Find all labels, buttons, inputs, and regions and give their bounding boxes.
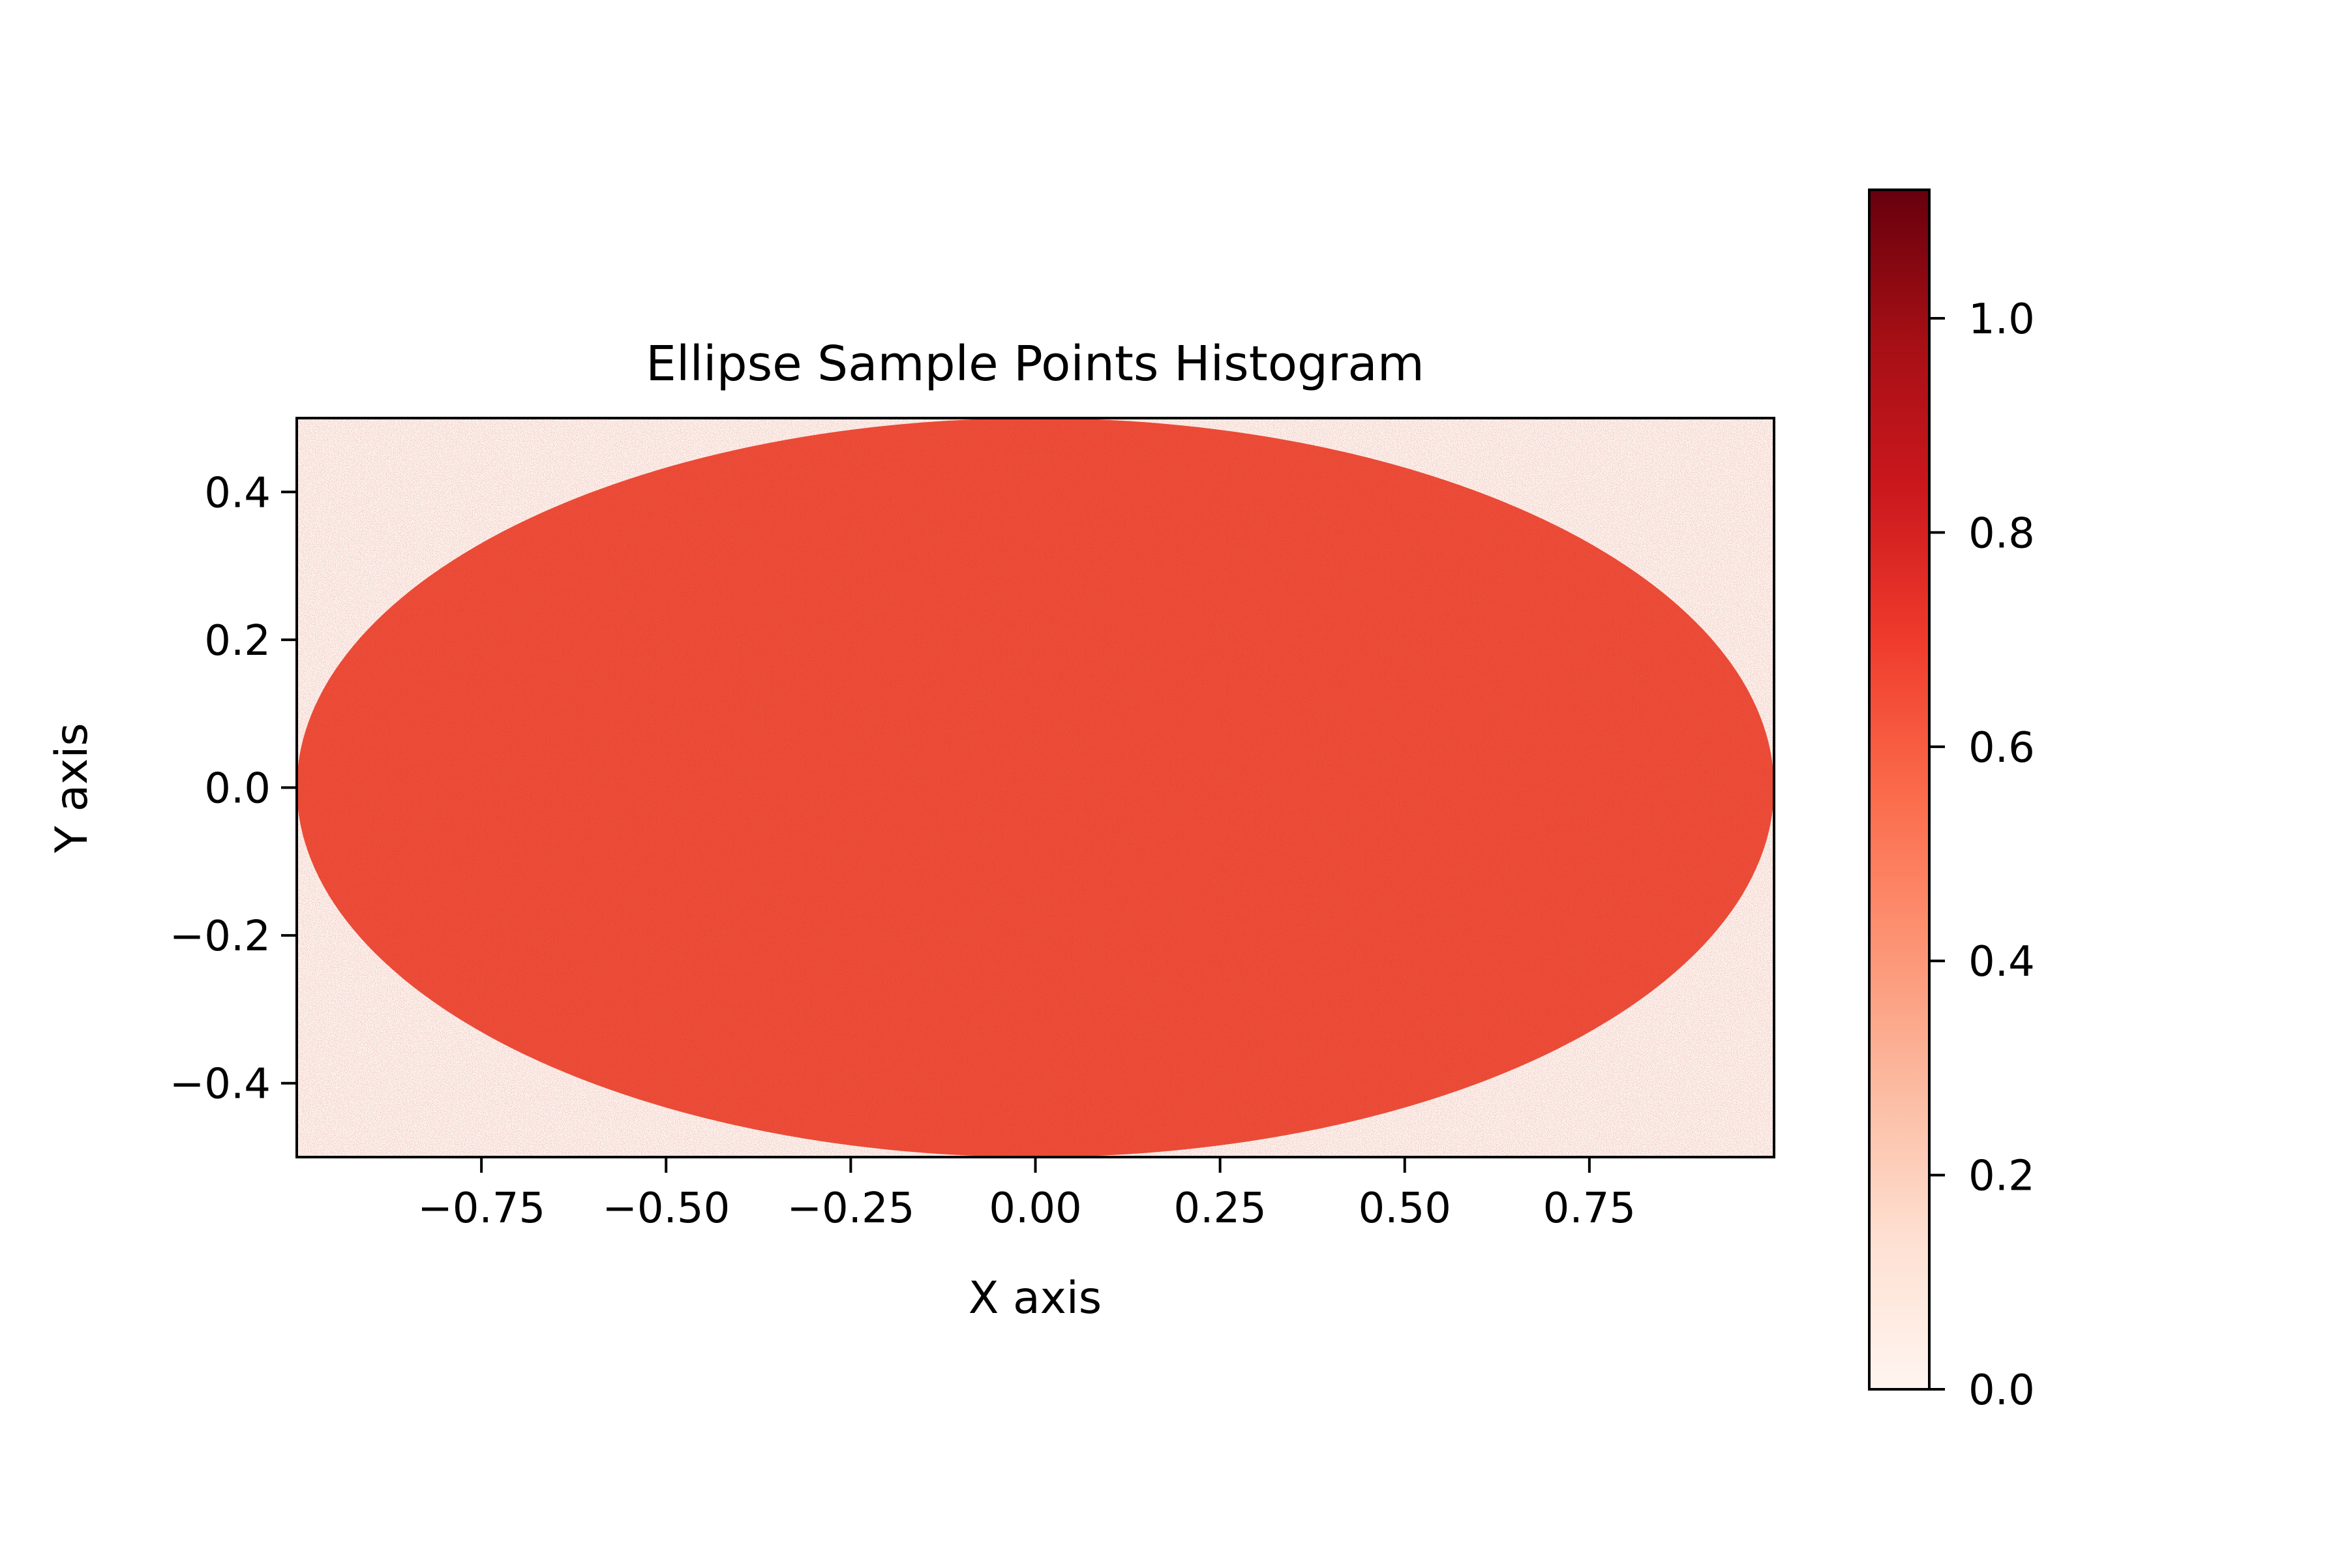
x-tick-label: 0.00: [989, 1184, 1082, 1233]
x-tick-label: 0.50: [1359, 1184, 1452, 1233]
y-tick-label: −0.2: [170, 912, 271, 961]
y-tick-label: −0.4: [170, 1061, 271, 1109]
x-axis-ticks: −0.75 −0.50 −0.25 0.00 0.25 0.50 0.75: [417, 1157, 1636, 1233]
colorbar-tick-label: 0.4: [1968, 938, 2035, 986]
y-tick-label: 0.4: [204, 469, 271, 517]
x-tick-label: −0.25: [787, 1184, 914, 1233]
colorbar-tick-label: 0.0: [1968, 1366, 2035, 1415]
colorbar-tick-label: 0.2: [1968, 1153, 2035, 1201]
plot-area: [295, 417, 1775, 1158]
chart-title: Ellipse Sample Points Histogram: [646, 336, 1424, 392]
colorbar-tick-label: 0.8: [1968, 509, 2035, 558]
colorbar-tick-label: 1.0: [1968, 295, 2035, 344]
y-axis-label: Y axis: [46, 723, 98, 853]
x-axis-label: X axis: [969, 1273, 1102, 1324]
x-tick-label: −0.75: [417, 1184, 545, 1233]
colorbar-tick-label: 0.6: [1968, 724, 2035, 772]
y-tick-label: 0.0: [204, 765, 271, 813]
x-tick-label: 0.25: [1173, 1184, 1267, 1233]
colorbar-frame: [1868, 188, 1931, 1391]
colorbar-ticks: 0.0 0.2 0.4 0.6 0.8 1.0: [1929, 295, 2035, 1415]
density-ellipse-texture-light: [297, 418, 1774, 1157]
x-tick-label: −0.50: [602, 1184, 730, 1233]
x-tick-label: 0.75: [1543, 1184, 1636, 1233]
colorbar: 0.0 0.2 0.4 0.6 0.8 1.0: [1868, 188, 2035, 1415]
y-tick-label: 0.2: [204, 617, 271, 665]
colorbar-gradient: [1869, 190, 1929, 1389]
y-axis-ticks: −0.4 −0.2 0.0 0.2 0.4: [170, 469, 297, 1109]
